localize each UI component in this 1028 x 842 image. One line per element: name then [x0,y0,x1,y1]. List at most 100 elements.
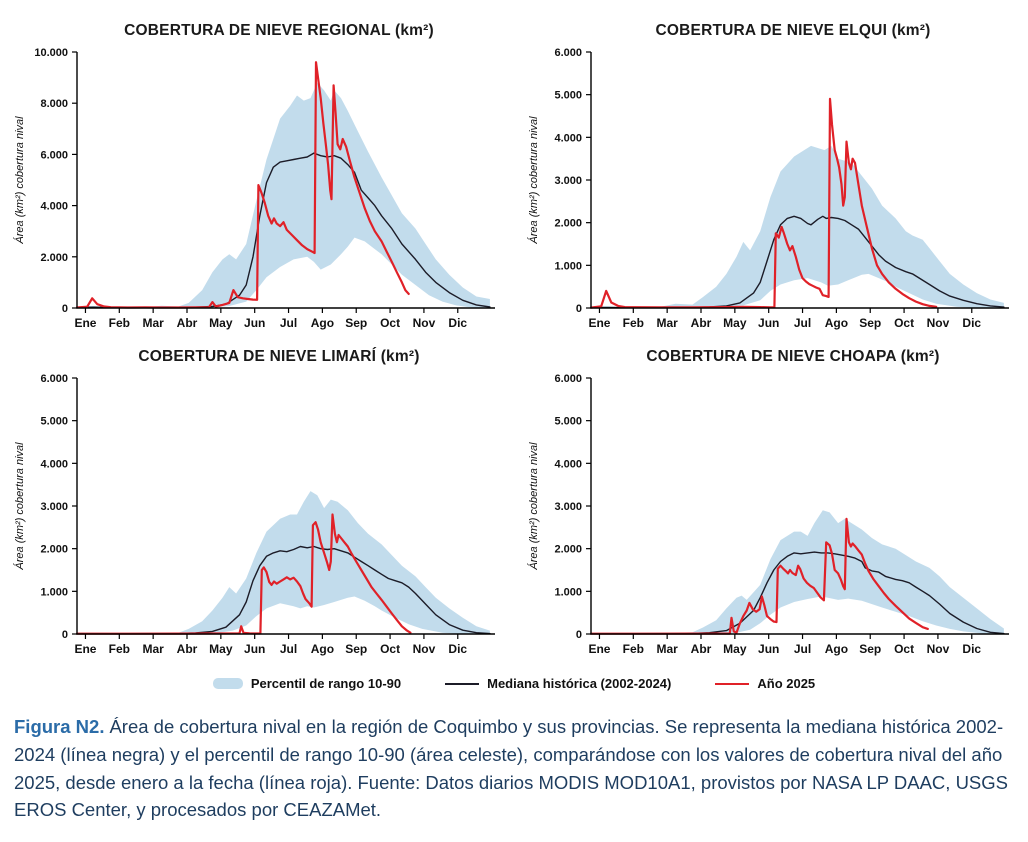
x-tick-label: Mar [142,642,164,656]
percentile-band [591,145,1004,308]
x-tick-label: Abr [177,316,198,330]
y-tick-label: 6.000 [554,47,582,59]
x-tick-label: Jun [758,316,779,330]
legend-label-2025: Año 2025 [757,676,816,691]
y-tick-label: 3.000 [554,175,582,187]
legend-item-median: Mediana histórica (2002-2024) [445,676,671,691]
x-tick-label: Oct [894,316,914,330]
x-tick-label: Ene [74,642,96,656]
x-tick-label: Jul [280,642,297,656]
y-tick-label: 1.000 [554,586,582,598]
x-tick-label: Ago [825,316,848,330]
figure: COBERTURA DE NIEVE REGIONAL (km²) 0 2.000… [0,14,1028,824]
percentile-band [77,491,490,634]
chart-choapa: COBERTURA DE NIEVE CHOAPA (km²) 0 1.000 2.… [514,340,1028,666]
year-2025-line [589,97,938,309]
chart-canvas-elqui: 0 1.000 2.000 3.000 4.000 5.000 6.000 Ene Feb Mar… [527,47,1009,330]
percentile-band-swatch [212,678,243,689]
median-line-swatch [445,682,480,685]
y-axis-title: Área (km²) cobertura nival [13,116,26,245]
x-tick-label: Nov [927,316,950,330]
y-tick-label: 10.000 [34,47,68,59]
x-tick-label: Nov [927,642,950,656]
legend-label-percentile: Percentil de rango 10-90 [250,676,402,691]
x-tick-label: Abr [691,642,712,656]
y-tick-label: 0 [576,303,582,315]
chart-title-elqui: COBERTURA DE NIEVE ELQUI (km²) [655,22,931,39]
x-tick-label: Jun [244,316,265,330]
x-tick-label: May [723,316,747,330]
x-tick-label: Mar [656,642,678,656]
y-tick-label: 2.000 [40,252,68,264]
y-tick-label: 4.000 [554,458,582,470]
y-tick-label: 0 [62,303,68,315]
x-tick-label: Nov [413,316,436,330]
chart-limari: COBERTURA DE NIEVE LIMARÍ (km²) 0 1.000 2.… [0,340,514,666]
median-line [76,545,491,635]
x-tick-label: Dic [962,316,981,330]
y-tick-label: 0 [62,629,68,641]
x-tick-label: Sep [859,316,881,330]
y-tick-label: 0 [576,629,582,641]
x-tick-label: Dic [962,642,981,656]
y-tick-label: 1.000 [40,586,68,598]
chart-title-regional: COBERTURA DE NIEVE REGIONAL (km²) [124,22,434,39]
x-tick-label: Oct [380,642,400,656]
charts-grid: COBERTURA DE NIEVE REGIONAL (km²) 0 2.000… [0,14,1028,666]
x-tick-label: Ene [588,316,610,330]
x-tick-label: Mar [656,316,678,330]
x-tick-label: Ene [588,642,610,656]
figure-caption-label: Figura N2. [14,716,105,737]
y-axis-title: Área (km²) cobertura nival [13,442,26,571]
x-tick-label: Ago [825,642,848,656]
x-tick-label: Mar [142,316,164,330]
y-tick-label: 6.000 [40,149,68,161]
x-tick-label: Dic [448,316,467,330]
y-tick-label: 6.000 [554,373,582,385]
x-tick-label: Sep [345,316,367,330]
legend-item-percentile: Percentil de rango 10-90 [212,676,402,691]
year-2025-line [75,61,410,309]
x-tick-label: Ago [311,642,334,656]
x-tick-label: Abr [177,642,198,656]
y-tick-label: 2.000 [40,544,68,556]
x-tick-label: Ago [311,316,334,330]
x-tick-label: Abr [691,316,712,330]
x-tick-label: Jul [794,642,811,656]
x-tick-label: Feb [109,316,130,330]
y-tick-label: 2.000 [554,544,582,556]
chart-regional: COBERTURA DE NIEVE REGIONAL (km²) 0 2.000… [0,14,514,340]
y-tick-label: 5.000 [554,90,582,102]
year-2025-line-swatch [715,682,750,685]
figure-caption-text: Área de cobertura nival en la región de … [14,716,1008,821]
legend: Percentil de rango 10-90 Mediana históri… [0,676,1028,691]
y-tick-label: 3.000 [40,501,68,513]
y-tick-label: 4.000 [40,458,68,470]
y-tick-label: 5.000 [554,416,582,428]
figure-caption: Figura N2. Área de cobertura nival en la … [14,713,1014,824]
chart-elqui: COBERTURA DE NIEVE ELQUI (km²) 0 1.000 2.0… [514,14,1028,340]
x-tick-label: Ene [74,316,96,330]
y-tick-label: 5.000 [40,416,68,428]
chart-title-choapa: COBERTURA DE NIEVE CHOAPA (km²) [646,348,940,365]
y-axis-title: Área (km²) cobertura nival [527,116,540,245]
y-tick-label: 4.000 [40,201,68,213]
x-tick-label: Feb [109,642,130,656]
x-tick-label: Jul [794,316,811,330]
x-tick-label: May [209,642,233,656]
y-tick-label: 1.000 [554,260,582,272]
y-tick-label: 3.000 [554,501,582,513]
y-tick-label: 6.000 [40,373,68,385]
x-tick-label: Sep [859,642,881,656]
y-tick-label: 8.000 [40,98,68,110]
chart-canvas-choapa: 0 1.000 2.000 3.000 4.000 5.000 6.000 Ene Feb Mar… [527,373,1009,656]
year-2025-line [589,517,929,635]
x-tick-label: Feb [623,642,644,656]
x-tick-label: Oct [380,316,400,330]
median-line [590,551,1005,635]
x-tick-label: Oct [894,642,914,656]
y-tick-label: 4.000 [554,132,582,144]
y-tick-label: 2.000 [554,218,582,230]
chart-title-limari: COBERTURA DE NIEVE LIMARÍ (km²) [138,348,420,365]
x-tick-label: Jul [280,316,297,330]
